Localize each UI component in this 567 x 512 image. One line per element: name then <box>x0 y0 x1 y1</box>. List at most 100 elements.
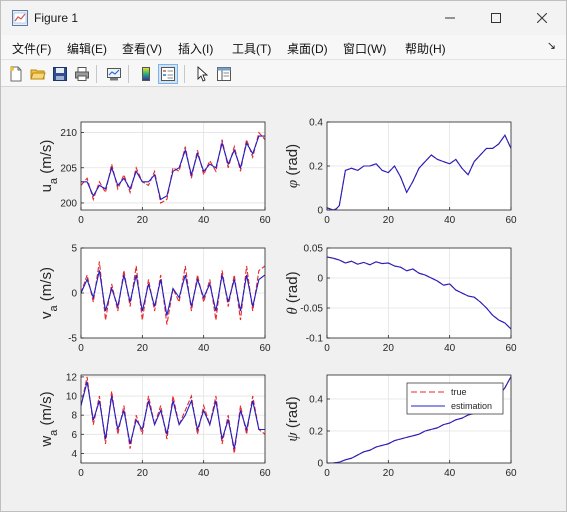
menu-desktop[interactable]: 桌面(D) <box>287 42 328 56</box>
x-tick-label: 60 <box>259 343 271 354</box>
subplot-theta[interactable]: 0 20 40 60 -0.1 -0.05 0 0.05 θ (rad) <box>284 244 517 355</box>
property-inspector-icon <box>217 67 231 81</box>
save-figure-button[interactable] <box>50 64 70 84</box>
y-tick-label: 8 <box>71 411 77 422</box>
open-file-button[interactable] <box>28 64 48 84</box>
property-inspector-button[interactable] <box>214 64 234 84</box>
x-tick-label: 0 <box>78 343 84 354</box>
dock-arrow-icon[interactable]: ↘ <box>546 40 556 52</box>
menu-bar: 文件(F) 编辑(E) 查看(V) 插入(I) 工具(T) 桌面(D) 窗口(W… <box>1 35 566 59</box>
figure-toolbar <box>1 59 566 87</box>
x-tick-label: 60 <box>505 343 517 354</box>
print-figure-button[interactable] <box>72 64 92 84</box>
y-tick-label: 0.4 <box>309 395 323 406</box>
y-tick-label: 0 <box>317 459 323 470</box>
x-tick-label: 60 <box>259 468 271 479</box>
legend-icon <box>161 67 175 81</box>
y-tick-label: -0.05 <box>300 304 323 315</box>
x-tick-label: 60 <box>505 468 517 479</box>
title-bar[interactable]: Figure 1 <box>1 1 566 35</box>
y-tick-label: 6 <box>71 430 77 441</box>
link-plot-button[interactable] <box>104 64 124 84</box>
menu-insert[interactable]: 插入(I) <box>178 42 214 56</box>
floppy-disk-icon <box>53 67 67 81</box>
x-tick-label: 20 <box>137 468 149 479</box>
axes-background <box>327 248 511 338</box>
series-line-true <box>81 261 265 325</box>
x-tick-label: 20 <box>137 215 149 226</box>
y-tick-label: 4 <box>71 449 77 460</box>
folder-open-icon <box>30 69 46 80</box>
close-button[interactable] <box>519 1 565 35</box>
y-tick-label: -0.1 <box>306 334 324 345</box>
close-icon <box>537 13 547 23</box>
x-tick-label: 60 <box>259 215 271 226</box>
series-line-estimation <box>81 135 265 201</box>
menu-file[interactable]: 文件(F) <box>12 42 52 56</box>
y-tick-label: 205 <box>60 163 77 174</box>
y-tick-label: 0.4 <box>309 118 323 129</box>
x-tick-label: 0 <box>78 468 84 479</box>
insert-legend-button[interactable] <box>158 64 178 84</box>
y-axis-label: φ (rad) <box>284 144 301 188</box>
x-tick-label: 20 <box>383 468 395 479</box>
menu-help[interactable]: 帮助(H) <box>405 42 446 56</box>
legend-entry-estimation: estimation <box>451 401 492 411</box>
legend[interactable]: true estimation <box>406 382 504 415</box>
colorbar-icon <box>142 67 150 81</box>
y-tick-label: 0.2 <box>309 162 323 173</box>
x-tick-label: 40 <box>198 215 210 226</box>
axes-box <box>326 374 512 464</box>
series-line-estimation <box>327 134 511 210</box>
insert-colorbar-button[interactable] <box>136 64 156 84</box>
minimize-button[interactable] <box>427 1 473 35</box>
subplot-psi[interactable]: 0 20 40 60 0 0.2 0.4 ψ (rad) true estimation <box>284 374 517 479</box>
subplot-phi[interactable]: 0 20 40 60 0 0.2 0.4 φ (rad) <box>284 118 517 227</box>
x-tick-label: 40 <box>444 468 456 479</box>
y-axis-label: ua (m/s) <box>38 140 60 193</box>
legend-entry-true: true <box>451 387 467 397</box>
y-tick-label: -5 <box>68 334 77 345</box>
new-figure-button[interactable] <box>6 64 26 84</box>
y-axis-label: θ (rad) <box>284 271 301 314</box>
pointer-arrow-icon <box>197 66 209 82</box>
edit-plot-button[interactable] <box>192 64 212 84</box>
subplot-wa[interactable]: 0 20 40 60 4 6 8 10 12 wa (m/s) <box>38 372 271 479</box>
menu-view[interactable]: 查看(V) <box>122 42 162 56</box>
menu-edit[interactable]: 编辑(E) <box>67 42 107 56</box>
figure-canvas[interactable]: 0 20 40 60 200 205 210 ua (m/s) 0 20 40 60 0 0.2 0.4 φ … <box>5 89 561 507</box>
toolbar-separator <box>128 65 129 83</box>
x-tick-label: 0 <box>324 343 330 354</box>
series-line-estimation <box>81 381 265 449</box>
x-tick-label: 60 <box>505 215 517 226</box>
x-tick-label: 40 <box>444 343 456 354</box>
axes-box <box>326 247 512 339</box>
new-file-icon <box>10 66 22 82</box>
window-title: Figure 1 <box>34 11 79 25</box>
y-tick-label: 5 <box>71 244 77 255</box>
axes-box <box>80 374 266 464</box>
y-tick-label: 12 <box>66 372 78 383</box>
menu-tools[interactable]: 工具(T) <box>232 42 272 56</box>
y-tick-label: 0.2 <box>309 427 323 438</box>
y-tick-label: 210 <box>60 128 77 139</box>
series-line-estimation <box>327 256 511 330</box>
link-plot-icon <box>107 68 121 81</box>
toolbar-separator <box>184 65 185 83</box>
y-tick-label: 0 <box>317 274 323 285</box>
matlab-figure-icon <box>12 10 28 26</box>
y-tick-label: 0 <box>71 289 77 300</box>
y-tick-label: 10 <box>66 392 78 403</box>
menu-window[interactable]: 窗口(W) <box>343 42 387 56</box>
y-tick-label: 200 <box>60 198 77 209</box>
axes-box <box>80 121 266 211</box>
x-tick-label: 0 <box>78 215 84 226</box>
x-tick-label: 0 <box>324 468 330 479</box>
x-tick-label: 40 <box>198 343 210 354</box>
maximize-button[interactable] <box>473 1 519 35</box>
x-tick-label: 40 <box>198 468 210 479</box>
